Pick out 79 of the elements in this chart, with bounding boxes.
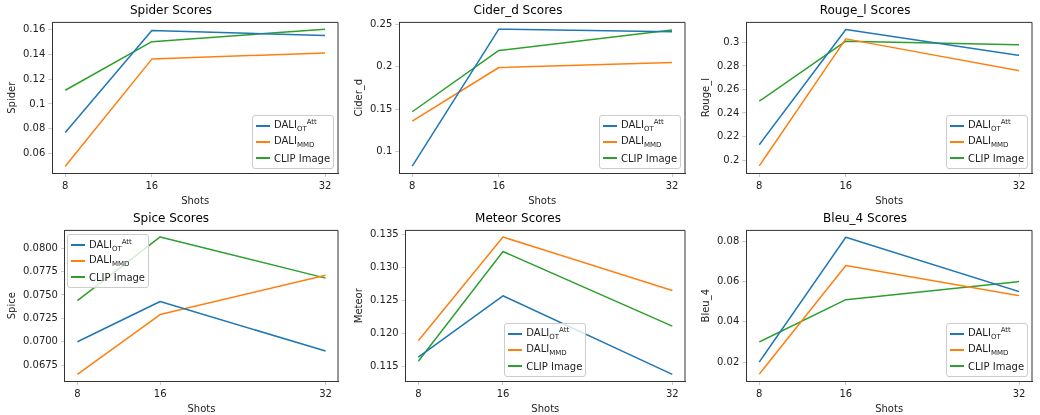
y-tick-label: 0.28 [717,59,740,71]
y-tick-label: 0.06 [23,147,46,159]
x-axis-title: Shots [875,402,904,414]
y-tick-label: 0.135 [369,227,399,239]
x-axis-title: Shots [181,194,210,206]
x-tick-label: 32 [665,179,679,191]
y-axis-title: Rouge_l [699,78,712,118]
x-tick-label: 8 [62,179,69,191]
y-tick-label: 0.120 [369,327,399,339]
y-tick-label: 0.25 [370,17,393,29]
legend-label: DALI$_{MMD}$ [621,135,662,149]
legend-label: DALI$_{MMD}$ [526,343,567,357]
chart-title: Bleu_4 Scores [823,211,907,226]
x-tick-label: 32 [1012,179,1026,191]
x-axis-title: Shots [187,402,216,414]
y-tick-label: 0.0675 [22,358,58,370]
y-tick-label: 0.130 [369,260,399,272]
legend-label: CLIP Image [621,152,678,164]
y-tick-label: 0.0750 [22,288,58,300]
y-tick-label: 0.0725 [22,311,58,323]
y-tick-label: 0.125 [369,294,399,306]
chart-title: Spider Scores [129,3,213,18]
legend-label: DALI$_{MMD}$ [968,135,1009,149]
y-tick-label: 0.08 [23,122,46,134]
legend-label: CLIP Image [88,271,146,283]
x-tick-label: 8 [415,387,422,399]
legend-label: DALI$_{MMD}$ [968,343,1009,357]
x-tick-label: 16 [839,387,853,399]
chart-title: Spice Scores [132,211,210,226]
chart-title: Meteor Scores [475,211,561,226]
y-tick-label: 0.16 [23,22,46,34]
y-tick-label: 0.1 [376,145,393,157]
y-tick-label: 0.22 [717,130,740,142]
chart-title: Cider_d Scores [473,3,563,18]
x-tick-label: 8 [756,387,763,399]
y-axis-title: Cider_d [352,78,365,117]
y-tick-label: 0.26 [717,83,740,95]
y-tick-label: 0.04 [717,315,740,327]
y-tick-label: 0.0700 [22,335,58,347]
y-tick-label: 0.15 [370,102,393,114]
legend-label: DALI$_{MMD}$ [274,135,315,149]
legend-label: DALI$_{MMD}$ [88,254,130,269]
y-tick-label: 0.02 [717,355,740,367]
x-axis-title: Shots [531,402,560,414]
x-tick-label: 16 [496,387,510,399]
legend-label: CLIP Image [274,152,331,164]
y-axis-title: Spice [5,292,17,320]
x-tick-label: 8 [756,179,763,191]
y-tick-label: 0.115 [369,360,399,372]
x-tick-label: 16 [839,179,853,191]
y-tick-label: 0.08 [717,234,740,246]
x-tick-label: 32 [665,387,679,399]
y-tick-label: 0.24 [717,106,740,118]
x-tick-label: 16 [492,179,506,191]
y-tick-label: 0.0775 [22,265,58,277]
x-tick-label: 16 [145,179,159,191]
y-axis-title: Meteor [352,287,364,324]
y-tick-label: 0.12 [23,72,46,84]
x-tick-label: 8 [74,387,81,399]
legend-label: CLIP Image [526,360,583,372]
chart-title: Rouge_l Scores [819,3,911,18]
y-tick-label: 0.1 [29,97,46,109]
legend-label: CLIP Image [968,360,1025,372]
y-axis-title: Bleu_4 [699,288,712,323]
x-tick-label: 8 [409,179,416,191]
y-tick-label: 0.2 [376,60,393,72]
x-tick-label: 32 [318,179,332,191]
x-tick-label: 32 [319,387,332,399]
y-tick-label: 0.14 [23,47,46,59]
x-tick-label: 32 [1012,387,1026,399]
y-tick-label: 0.3 [723,36,740,47]
y-tick-label: 0.06 [717,275,740,287]
legend-label: CLIP Image [968,152,1025,164]
y-tick-label: 0.0800 [22,241,58,253]
x-axis-title: Shots [875,194,904,206]
y-tick-label: 0.2 [723,153,740,165]
y-axis-title: Spider [5,80,17,114]
x-axis-title: Shots [528,194,557,206]
x-tick-label: 16 [153,387,167,399]
